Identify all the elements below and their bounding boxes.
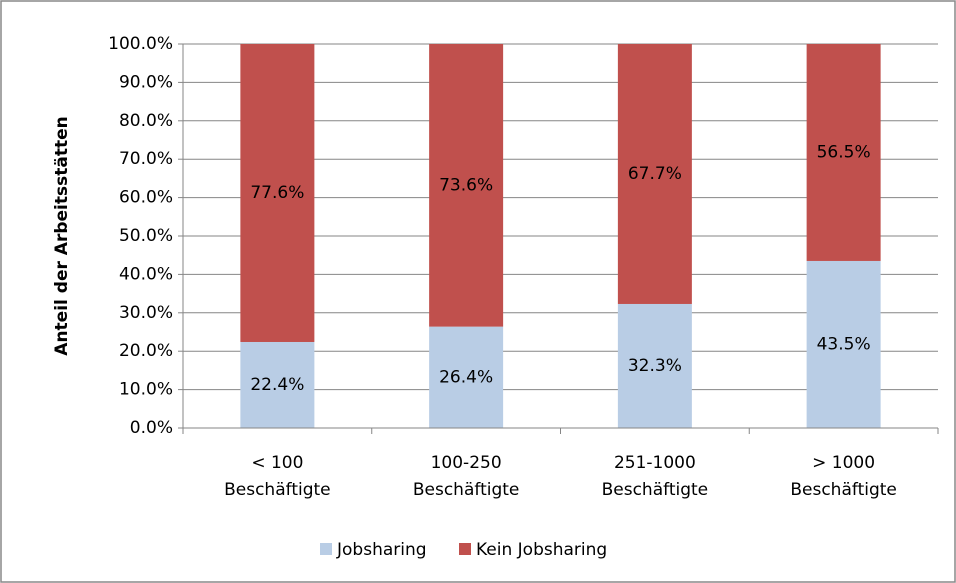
x-tick-label: < 100 Beschäftigte: [224, 453, 331, 500]
bar-segment: [429, 326, 504, 428]
y-tick-label: 40.0%: [119, 264, 173, 284]
legend-swatch: [320, 543, 332, 555]
legend-label: Jobsharing: [336, 540, 427, 560]
bar-segment: [806, 44, 881, 261]
data-label: 56.5%: [817, 142, 871, 162]
y-tick-label: 80.0%: [119, 111, 173, 131]
data-label: 73.6%: [439, 175, 493, 195]
y-tick-label: 30.0%: [119, 303, 173, 323]
data-label: 43.5%: [817, 334, 871, 354]
x-tick-label: 251-1000 Beschäftigte: [601, 453, 709, 500]
y-tick-label: 50.0%: [119, 226, 173, 246]
y-tick-label: 100.0%: [108, 34, 173, 54]
data-label: 22.4%: [250, 375, 304, 395]
legend-label: Kein Jobsharing: [476, 540, 607, 560]
data-label: 67.7%: [628, 164, 682, 184]
y-tick-label: 90.0%: [119, 72, 173, 92]
y-tick-label: 0.0%: [130, 418, 173, 438]
legend-swatch: [459, 543, 471, 555]
y-tick-label: 70.0%: [119, 149, 173, 169]
y-tick-label: 60.0%: [119, 188, 173, 208]
y-tick-label: 10.0%: [119, 380, 173, 400]
y-tick-label: 20.0%: [119, 341, 173, 361]
data-label: 77.6%: [250, 183, 304, 203]
y-axis-title: Anteil der Arbeitsstätten: [52, 116, 72, 355]
x-tick-label: 100-250 Beschäftigte: [412, 453, 520, 500]
data-label: 32.3%: [628, 356, 682, 376]
data-label: 26.4%: [439, 367, 493, 387]
bar-segment: [617, 44, 692, 304]
bar-segment: [429, 44, 504, 327]
bar-segment: [806, 260, 881, 428]
bar-segment: [240, 341, 315, 428]
x-tick-label: > 1000 Beschäftigte: [790, 453, 897, 500]
bar-segment: [617, 303, 692, 428]
bar-segment: [240, 44, 315, 342]
